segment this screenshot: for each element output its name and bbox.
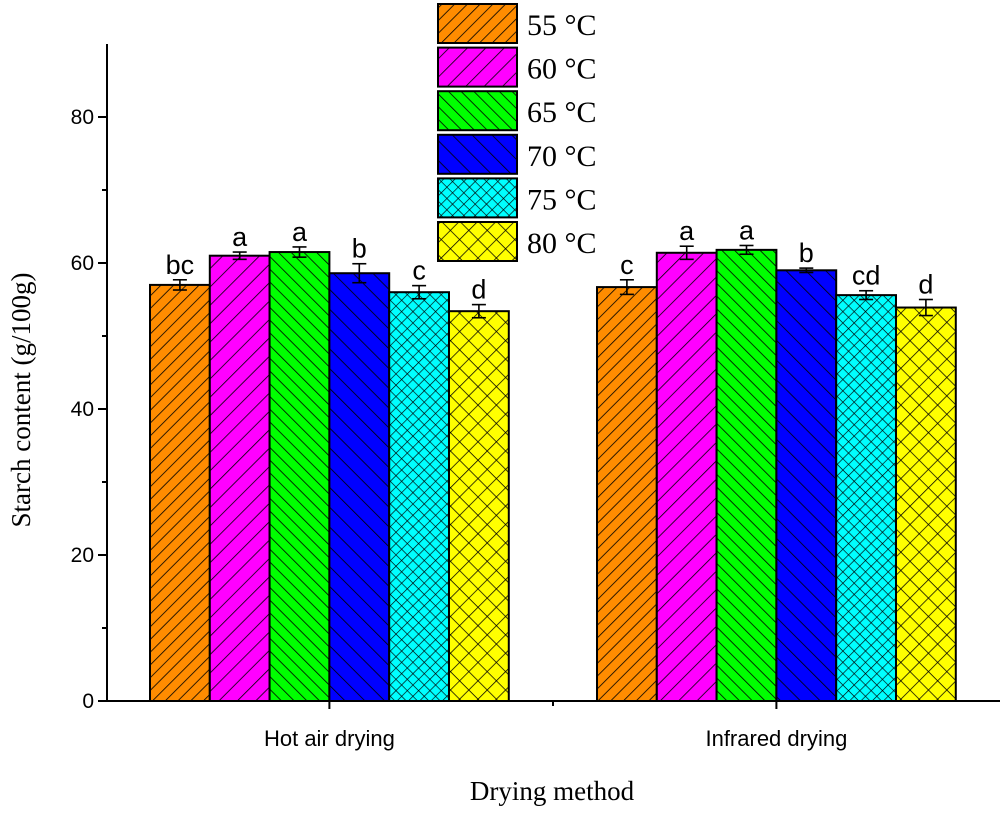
legend-swatch-pattern [437, 46, 518, 88]
bar [775, 269, 838, 702]
legend-swatch-pattern [437, 221, 518, 262]
significance-letter: bc [166, 250, 195, 280]
legend-label: 80 °C [527, 227, 597, 260]
bar [208, 254, 271, 702]
significance-letter: a [739, 215, 755, 245]
significance-letter: a [232, 222, 248, 252]
bars-layer: bc ca aa ab bc cdd d [149, 215, 957, 703]
significance-letter: a [292, 217, 308, 247]
bar [596, 286, 658, 702]
y-tick-label: 40 [71, 398, 94, 421]
legend-label: 65 °C [527, 96, 597, 129]
significance-letter: c [620, 250, 634, 280]
significance-letter: b [799, 238, 814, 268]
legend-label: 60 °C [527, 53, 597, 86]
legend-swatch-pattern [437, 177, 518, 219]
x-tick-label: Infrared drying [705, 726, 847, 751]
legend-label: 75 °C [527, 183, 597, 216]
significance-letter: b [352, 234, 367, 264]
legend-swatch-pattern [437, 90, 518, 132]
bar [448, 310, 510, 702]
y-tick-label: 0 [82, 690, 94, 713]
x-tick-label: Hot air drying [264, 726, 395, 751]
significance-letter: d [918, 270, 933, 300]
bar [895, 306, 957, 702]
bar [655, 251, 718, 702]
significance-letter: cd [852, 261, 881, 291]
bar [328, 272, 391, 702]
bar [715, 248, 778, 703]
axes: 0 20 40 60 80 Hot air drying Infrared drying [71, 44, 1000, 751]
y-tick-label: 80 [71, 106, 94, 129]
legend-label: 55 °C [527, 9, 597, 42]
y-axis-title: Starch content (g/100g) [6, 273, 36, 528]
legend: 55 °C 60 °C 65 °C 70 °C 75 °C 80 °C [437, 3, 597, 262]
bar [835, 294, 898, 702]
y-tick-label: 20 [71, 544, 94, 567]
significance-letter: c [412, 256, 426, 286]
bar [268, 251, 331, 703]
legend-swatch-pattern [437, 3, 518, 44]
significance-letter: a [679, 216, 695, 246]
legend-swatch-pattern [437, 133, 518, 175]
bar [388, 291, 451, 702]
legend-label: 70 °C [527, 140, 597, 173]
significance-letter: d [471, 275, 486, 305]
bar [149, 283, 211, 702]
x-axis-title: Drying method [470, 776, 635, 806]
y-tick-label: 60 [71, 252, 94, 275]
